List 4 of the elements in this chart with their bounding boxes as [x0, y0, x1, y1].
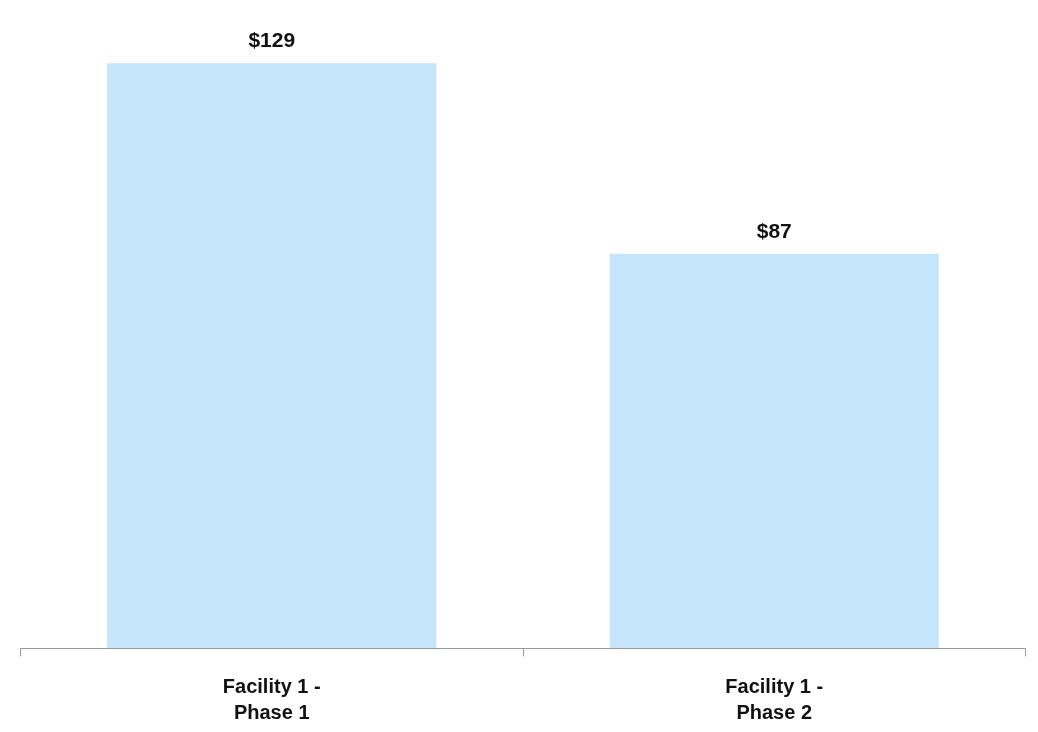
x-tick-label: Facility 1 - Phase 1 — [222, 674, 321, 723]
data-label: $87 — [756, 218, 792, 242]
data-label: $129 — [248, 28, 296, 52]
x-tick-label: Facility 1 - Phase 2 — [725, 674, 824, 723]
